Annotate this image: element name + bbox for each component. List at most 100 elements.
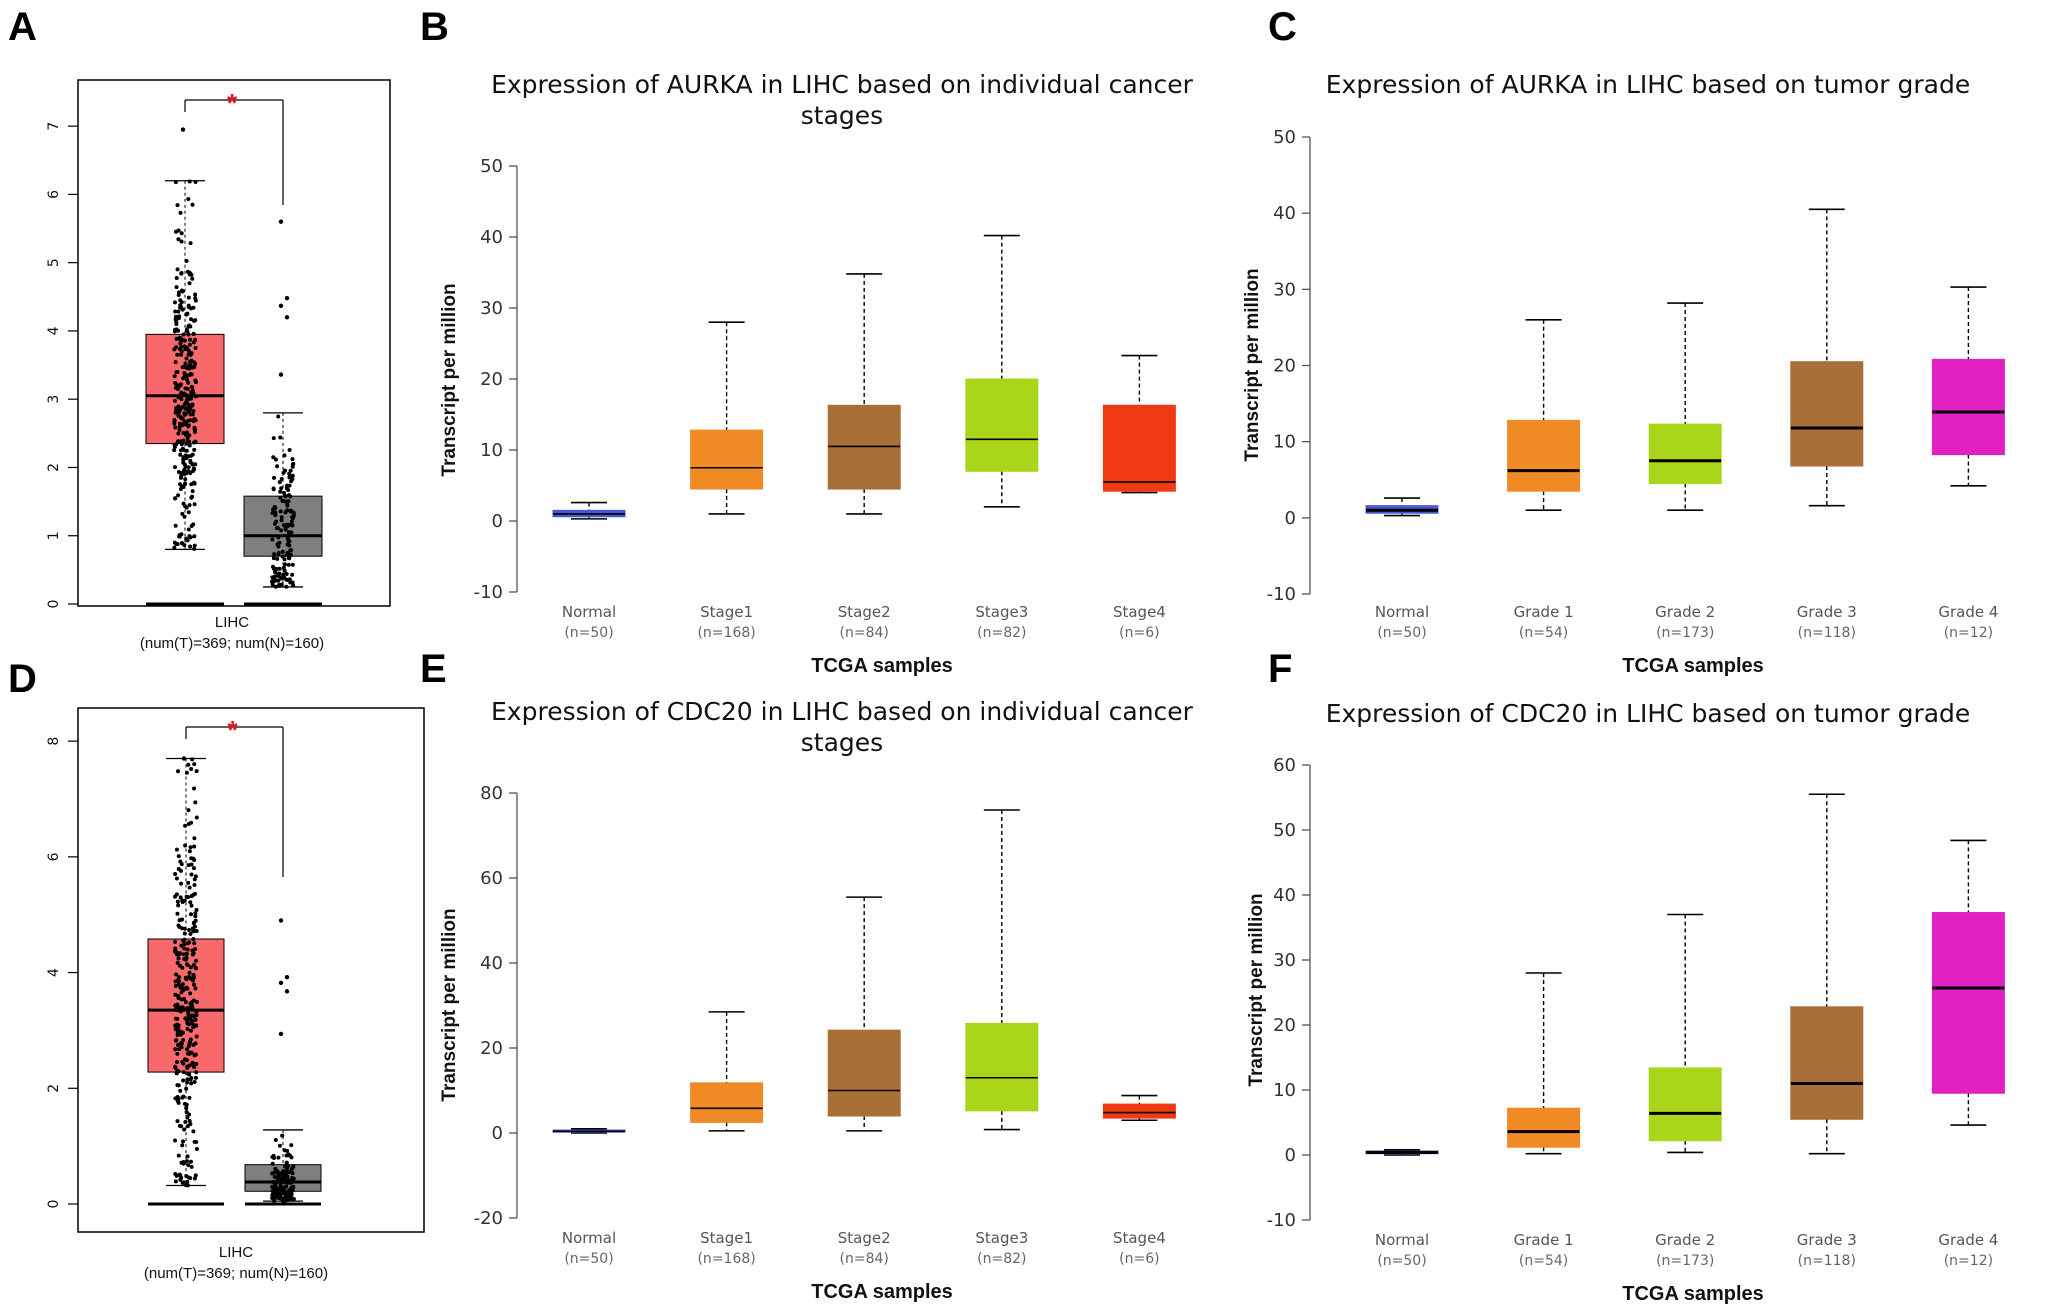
data-point: [270, 575, 275, 580]
data-point: [183, 464, 188, 469]
data-point: [178, 452, 183, 457]
data-point: [176, 923, 181, 928]
box-stage2: Stage2 (n=84): [827, 273, 901, 641]
data-point: [285, 542, 290, 547]
data-point: [178, 407, 183, 412]
data-point: [189, 903, 194, 908]
data-point: [184, 448, 189, 453]
data-point: [173, 317, 178, 322]
data-point: [172, 465, 177, 470]
data-point: [290, 1171, 295, 1176]
data-point: [188, 1039, 193, 1044]
x-category-label: Grade 1: [1514, 1231, 1574, 1249]
data-point: [181, 996, 186, 1001]
box-body: [1102, 1103, 1176, 1119]
box-grade-3: Grade 3 (n=118): [1790, 793, 1864, 1269]
data-point: [179, 473, 184, 478]
data-point: [182, 1127, 187, 1132]
data-point: [173, 1066, 178, 1071]
data-point: [286, 562, 291, 567]
data-point: [181, 447, 186, 452]
data-point: [175, 407, 180, 412]
data-point: [176, 431, 181, 436]
data-point: [179, 439, 184, 444]
box-stage1: Stage1 (n=168): [690, 321, 764, 641]
data-point: [176, 769, 181, 774]
data-point: [183, 504, 188, 509]
panel-f: Expression of CDC20 in LIHC based on tum…: [1246, 699, 2005, 1305]
data-point: [179, 943, 184, 948]
data-point: [288, 509, 293, 514]
y-tick-label: 40: [480, 953, 503, 974]
data-point: [271, 1156, 276, 1161]
data-point: [276, 578, 281, 583]
data-point: [183, 823, 188, 828]
data-point: [187, 927, 192, 932]
data-point: [274, 1187, 279, 1192]
data-point: [174, 1071, 179, 1076]
data-point: [270, 1161, 275, 1166]
data-point: [173, 180, 178, 185]
data-point: [284, 1184, 289, 1189]
data-point: [282, 562, 287, 567]
data-point: [182, 411, 187, 416]
data-point: [187, 281, 192, 286]
y-tick-label: 7: [46, 122, 62, 131]
data-point: [173, 992, 178, 997]
data-point: [179, 397, 184, 402]
data-point: [188, 241, 193, 246]
data-point: [277, 480, 282, 485]
data-point: [174, 1038, 179, 1043]
x-category-label: Stage3: [975, 1229, 1028, 1247]
x-category-label: Stage1: [700, 1229, 753, 1247]
data-point: [278, 1179, 283, 1184]
data-point: [278, 509, 283, 514]
data-point: [288, 494, 293, 499]
y-tick-label: 30: [1273, 279, 1296, 300]
panel-letter-d: D: [8, 657, 37, 701]
data-point: [174, 276, 179, 281]
outlier-point: [284, 975, 290, 980]
chart-title-line2: stages: [801, 101, 883, 130]
data-point: [183, 1119, 188, 1124]
data-point: [189, 306, 194, 311]
data-point: [183, 361, 188, 366]
data-point: [192, 1139, 197, 1144]
data-point: [191, 982, 196, 987]
box-grade-3: Grade 3 (n=118): [1790, 208, 1864, 641]
box-body: [1648, 423, 1722, 485]
y-tick-label: 5: [46, 258, 62, 267]
data-point: [173, 309, 178, 314]
x-category-label: Normal: [562, 603, 616, 621]
chart-title: Expression of CDC20 in LIHC based on ind…: [491, 697, 1194, 726]
y-tick-label: 10: [1273, 1080, 1296, 1101]
data-point: [177, 533, 182, 538]
data-point: [283, 494, 288, 499]
data-point: [188, 1028, 193, 1033]
data-point: [174, 285, 179, 290]
jitter-points: [172, 127, 198, 551]
data-point: [180, 899, 185, 904]
data-point: [184, 1159, 189, 1164]
data-point: [291, 510, 296, 515]
data-point: [190, 402, 195, 407]
data-point: [183, 843, 188, 848]
data-point: [179, 271, 184, 276]
data-point: [273, 1179, 278, 1184]
outlier-point: [284, 989, 290, 994]
data-point: [172, 443, 177, 448]
data-point: [176, 1023, 181, 1028]
data-point: [176, 237, 181, 242]
x-sample-count-label: (n=118): [1798, 625, 1856, 641]
box-body: [1507, 419, 1581, 492]
data-point: [179, 345, 184, 350]
x-sample-count-label: (n=84): [840, 625, 889, 641]
y-tick-label: 2: [46, 1084, 62, 1093]
data-point: [276, 550, 281, 555]
data-point: [191, 972, 196, 977]
data-point: [193, 296, 198, 301]
data-point: [271, 556, 276, 561]
data-point: [176, 439, 181, 444]
data-point: [176, 410, 181, 415]
data-point: [177, 1123, 182, 1128]
